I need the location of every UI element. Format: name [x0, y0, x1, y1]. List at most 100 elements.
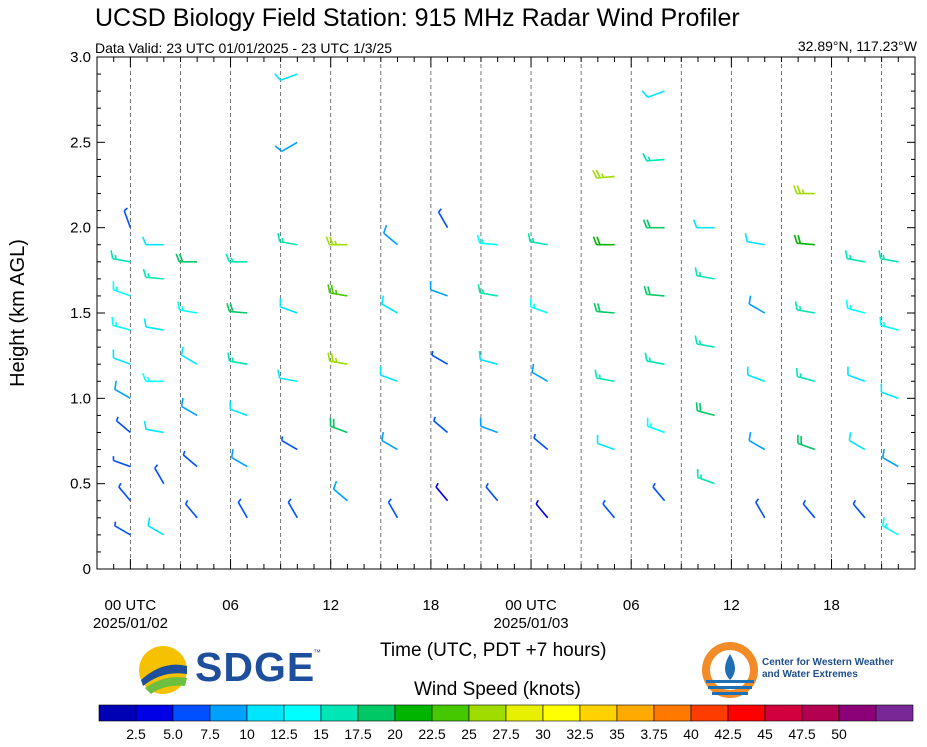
colorbar-swatch	[246, 704, 285, 722]
y-axis-label: Height (km AGL)	[7, 239, 29, 387]
colorbar-swatch	[357, 704, 396, 722]
wind-barb	[387, 498, 399, 519]
wind-barb	[184, 499, 198, 519]
colorbar-label: 42.5	[714, 726, 741, 742]
wind-barb	[327, 284, 348, 297]
wind-barb	[329, 417, 348, 434]
colorbar-label: 3.75	[640, 726, 667, 742]
wind-barb	[114, 521, 131, 536]
x-tick-label: 12	[322, 597, 339, 614]
wind-barb	[114, 380, 131, 400]
cw3e-logo-text: Center for Western Weather and Water Ext…	[762, 657, 894, 680]
wind-barb	[644, 352, 665, 365]
wind-barb	[225, 253, 248, 263]
wind-barb	[142, 372, 164, 383]
wind-barb	[748, 295, 766, 314]
wind-barb	[325, 236, 348, 246]
wind-barb	[746, 366, 766, 383]
colorbar-swatch	[579, 704, 618, 722]
wind-barb	[437, 208, 449, 229]
cw3e-drop-icon	[702, 642, 758, 698]
colorbar-swatch	[505, 704, 544, 722]
wind-barb	[881, 449, 899, 468]
wind-barb	[593, 302, 615, 314]
colorbar-swatch	[690, 704, 729, 722]
wind-barb	[143, 318, 164, 331]
wind-barb	[123, 207, 132, 228]
x-tick-label: 00 UTC	[505, 597, 557, 614]
wind-barb	[379, 366, 398, 383]
wind-barb	[880, 383, 899, 400]
station-coordinates: 32.89°N, 117.23°W	[797, 38, 917, 54]
colorbar-swatch	[542, 704, 581, 722]
wind-barb	[529, 298, 549, 314]
y-tick-label: 0.5	[70, 476, 91, 493]
colorbar-label: 47.5	[788, 726, 815, 742]
colorbar-swatch	[727, 704, 766, 722]
data-valid-range: Data Valid: 23 UTC 01/01/2025 - 23 UTC 1…	[95, 40, 393, 56]
y-tick-label: 2.0	[70, 220, 91, 237]
wind-barb	[226, 302, 248, 314]
wind-barb	[382, 224, 399, 246]
colorbar-label: 5.0	[163, 726, 183, 742]
wind-barb	[755, 498, 766, 519]
wind-barb	[431, 350, 448, 365]
y-tick-label: 0	[83, 561, 91, 578]
wind-barb	[744, 233, 765, 246]
wind-barb	[110, 250, 131, 263]
sdge-logo: SDGE ™	[135, 640, 335, 700]
colorbar-swatch	[135, 704, 174, 722]
colorbar-swatch	[283, 704, 322, 722]
colorbar-swatch	[801, 704, 840, 722]
wind-barb	[479, 417, 498, 434]
wind-barb	[696, 468, 715, 485]
wind-barb	[535, 499, 549, 519]
wind-barb	[142, 236, 164, 246]
wind-barb	[643, 285, 665, 297]
wind-barb	[143, 420, 164, 434]
sdge-trademark: ™	[313, 648, 321, 657]
colorbar-swatch	[875, 704, 914, 722]
plot-frame	[96, 56, 916, 570]
wind-barb	[694, 335, 715, 348]
wind-barb	[485, 482, 499, 502]
y-tick-label: 2.5	[70, 134, 91, 151]
colorbar-swatch	[98, 704, 137, 722]
wind-barb	[793, 185, 815, 195]
colorbar-label: 15	[313, 726, 329, 742]
colorbar-swatch	[616, 704, 655, 722]
wind-barb	[642, 152, 665, 162]
wind-barb	[477, 284, 498, 297]
wind-barb	[154, 464, 165, 485]
wind-barb	[592, 236, 615, 246]
colorbar-swatch	[172, 704, 211, 722]
wind-barb	[602, 499, 616, 519]
wind-barb	[274, 73, 298, 81]
wind-barb	[175, 253, 198, 263]
colorbar-label: 10	[239, 726, 255, 742]
wind-barb	[381, 431, 398, 451]
colorbar-label: 20	[387, 726, 403, 742]
colorbar-swatch	[653, 704, 692, 722]
colorbar-swatch	[764, 704, 803, 722]
colorbar-label: 2.5	[126, 726, 146, 742]
colorbar-label: 32.5	[566, 726, 593, 742]
colorbar-title: Wind Speed (knots)	[414, 679, 581, 700]
wind-barb	[433, 416, 449, 434]
wind-barb	[277, 369, 298, 383]
wind-barb	[531, 363, 549, 382]
wind-barb	[797, 434, 816, 451]
cw3e-logo: Center for Western Weather and Water Ext…	[700, 640, 920, 700]
wind-barb	[845, 299, 866, 314]
wind-barb	[794, 301, 815, 314]
wind-barb	[279, 298, 298, 314]
colorbar-label: 12.5	[270, 726, 297, 742]
wind-barb	[844, 250, 866, 263]
wind-barb	[594, 369, 615, 383]
y-tick-label: 1.5	[70, 305, 91, 322]
wind-barb	[848, 431, 866, 451]
wind-barb	[277, 233, 298, 246]
wind-barb	[381, 295, 398, 314]
wind-barb	[274, 141, 298, 153]
y-tick-label: 3.0	[70, 49, 91, 66]
